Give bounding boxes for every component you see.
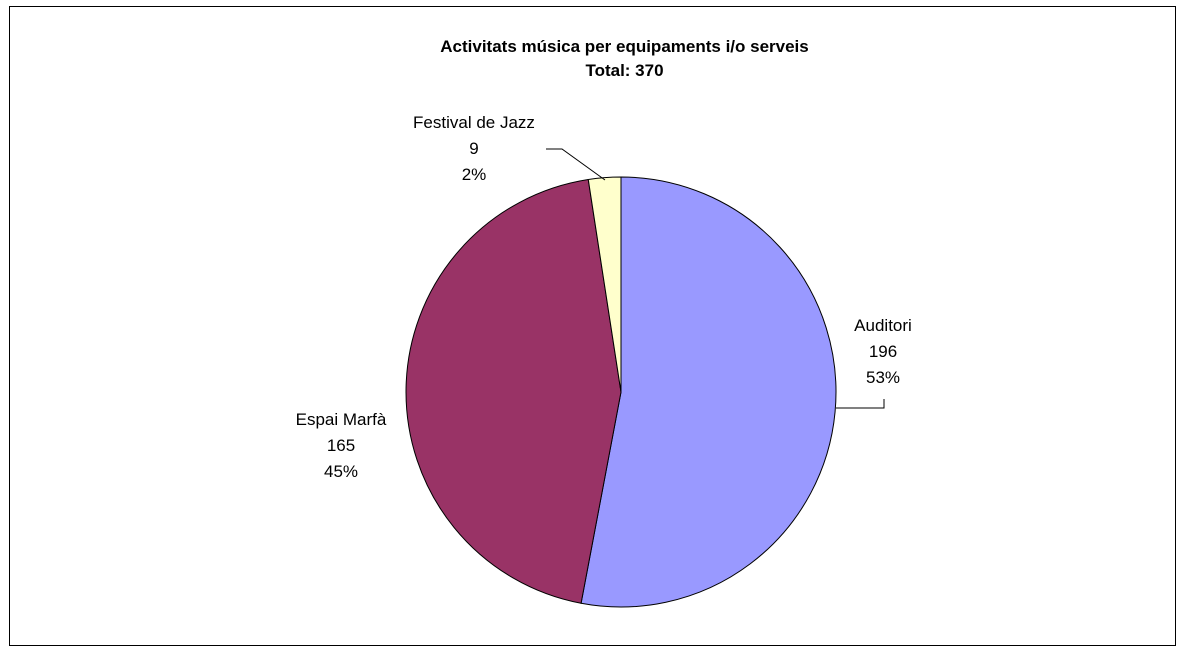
- data-label-auditori: Auditori 196 53%: [843, 313, 923, 391]
- pie-slice-espai-marfa: [405, 178, 622, 604]
- leader-line-auditori: [836, 399, 885, 409]
- data-label-espai-marfa: Espai Marfà 165 45%: [280, 407, 402, 485]
- pie-slice-auditori: [580, 176, 837, 608]
- leader-line-festival-de-jazz: [546, 148, 606, 181]
- chart-subtitle: Total: 370: [585, 61, 664, 80]
- pie-slice-festival-de-jazz: [587, 176, 622, 393]
- slice-label-name: Festival de Jazz: [413, 113, 535, 132]
- slice-label-name: Auditori: [854, 316, 912, 335]
- chart-title: Activitats música per equipaments i/o se…: [440, 37, 809, 56]
- pie-chart: [405, 148, 885, 608]
- slice-label-value: 165: [326, 436, 356, 455]
- slice-label-value: 9: [469, 139, 479, 158]
- slice-label-percent: 2%: [461, 165, 487, 184]
- chart-title-block: Activitats música per equipaments i/o se…: [0, 35, 1184, 83]
- slice-label-value: 196: [868, 342, 898, 361]
- slice-label-percent: 45%: [323, 462, 359, 481]
- slice-label-percent: 53%: [865, 368, 901, 387]
- slice-label-name: Espai Marfà: [295, 410, 387, 429]
- data-label-festival-de-jazz: Festival de Jazz 9 2%: [388, 110, 560, 188]
